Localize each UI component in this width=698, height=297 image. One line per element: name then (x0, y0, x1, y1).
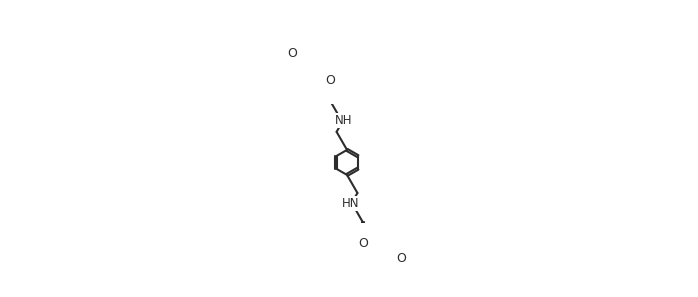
Text: HN: HN (342, 198, 359, 210)
Text: NH: NH (334, 114, 352, 127)
Text: O: O (326, 74, 336, 87)
Text: O: O (287, 47, 297, 60)
Text: O: O (358, 237, 368, 250)
Text: O: O (396, 252, 406, 265)
